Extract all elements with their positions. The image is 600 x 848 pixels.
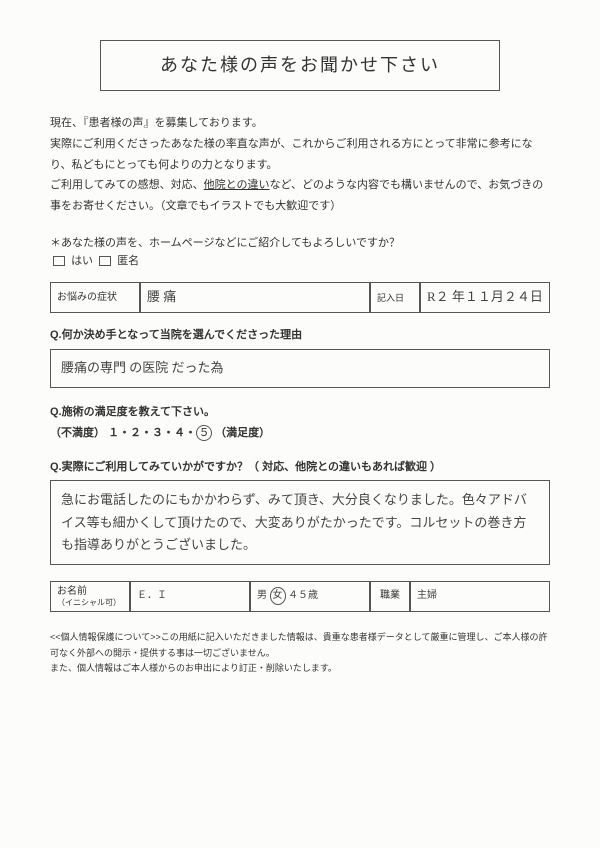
intro-text: 現在、『患者様の声』を募集しております。 実際にご利用くださったあなた様の率直な… bbox=[50, 113, 550, 217]
rating-right: （満足度） bbox=[215, 427, 270, 439]
rating-row: （不満度） １・２・３・４・５ （満足度） bbox=[50, 425, 550, 443]
q2-label: Q.施術の満足度を教えて下さい。 bbox=[50, 404, 550, 422]
q3-answer[interactable]: 急にお電話したのにもかかわらず、みて頂き、大分良くなりました。色々アドバイス等も… bbox=[50, 480, 550, 564]
rating-scale: １・２・３・４・ bbox=[108, 427, 196, 439]
name-value[interactable]: Ｅ．Ｉ bbox=[130, 581, 250, 613]
occupation-value[interactable]: 主婦 bbox=[410, 581, 550, 613]
privacy-line2: また、個人情報はご本人様からのお申出により訂正・削除いたします。 bbox=[50, 661, 550, 676]
date-label: 記入日 bbox=[370, 282, 420, 313]
privacy-line1: <<個人情報保護について>>この用紙に記入いただきました情報は、貴重な患者様デー… bbox=[50, 630, 550, 661]
occupation-label: 職業 bbox=[370, 581, 410, 613]
option-yes: はい bbox=[71, 255, 93, 267]
privacy-notice: <<個人情報保護について>>この用紙に記入いただきました情報は、貴重な患者様デー… bbox=[50, 630, 550, 676]
intro-line1: 現在、『患者様の声』を募集しております。 bbox=[50, 113, 550, 134]
date-value[interactable]: R２ 年１１月２４日 bbox=[420, 282, 550, 313]
name-row: お名前 （イニシャル可） Ｅ．Ｉ 男 女 ４５歳 職業 主婦 bbox=[50, 581, 550, 613]
page-title: あなた様の声をお聞かせ下さい bbox=[121, 51, 479, 80]
checkbox-anon[interactable] bbox=[99, 256, 111, 266]
consent-options: はい 匿名 bbox=[50, 253, 550, 271]
title-box: あなた様の声をお聞かせ下さい bbox=[100, 40, 500, 91]
name-label: お名前 （イニシャル可） bbox=[50, 581, 130, 613]
consent-question: ＊あなた様の声を、ホームページなどにご紹介してもよろしいですか？ bbox=[50, 235, 550, 253]
intro-line3: ご利用してみての感想、対応、他院との違いなど、どのような内容でも構いませんので、… bbox=[50, 175, 550, 217]
symptom-row: お悩みの症状 腰 痛 記入日 R２ 年１１月２４日 bbox=[50, 282, 550, 313]
symptom-label: お悩みの症状 bbox=[50, 282, 140, 313]
q1-answer[interactable]: 腰痛の専門 の医院 だった為 bbox=[50, 349, 550, 388]
checkbox-yes[interactable] bbox=[53, 256, 65, 266]
gender-circled: 女 bbox=[270, 587, 286, 605]
gender-age[interactable]: 男 女 ４５歳 bbox=[250, 581, 370, 613]
intro-line2: 実際にご利用くださったあなた様の率直な声が、これからご利用される方にとって非常に… bbox=[50, 134, 550, 176]
q3-label: Q.実際にご利用してみていかがですか？（ 対応、他院との違いもあれば歓迎 ） bbox=[50, 459, 550, 477]
rating-circled[interactable]: ５ bbox=[196, 425, 212, 441]
symptom-value[interactable]: 腰 痛 bbox=[140, 282, 370, 313]
rating-left: （不満度） bbox=[50, 427, 105, 439]
consent-section: ＊あなた様の声を、ホームページなどにご紹介してもよろしいですか？ はい 匿名 bbox=[50, 235, 550, 270]
option-anon: 匿名 bbox=[117, 255, 139, 267]
q1-label: Q.何か決め手となって当院を選んでくださった理由 bbox=[50, 327, 550, 345]
underlined-phrase: 他院との違い bbox=[204, 179, 270, 191]
